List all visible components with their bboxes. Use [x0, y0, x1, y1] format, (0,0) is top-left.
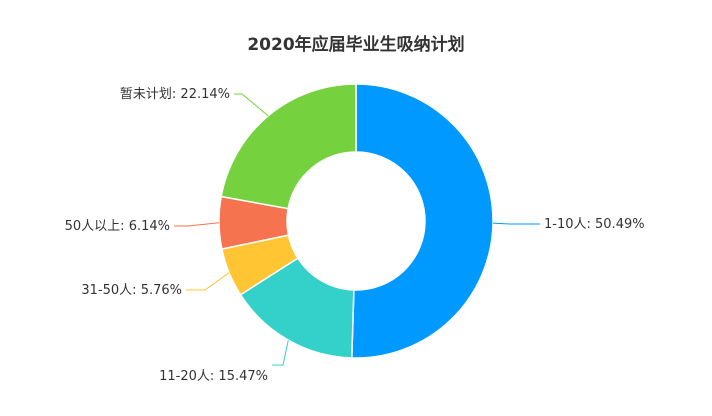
leader-line-11-20	[272, 340, 289, 366]
slice-label-50: 50人以上: 6.14%	[65, 219, 170, 234]
slice-label-11-20: 11-20人: 15.47%	[159, 369, 268, 384]
slice-label-31-50: 31-50人: 5.76%	[81, 283, 182, 298]
leader-line-50	[174, 222, 220, 227]
donut-slice-slice-5[interactable]	[220, 83, 357, 210]
leader-line-slice-5	[234, 93, 269, 117]
donut-slice-1-10[interactable]	[351, 83, 494, 359]
slice-label-1-10: 1-10人: 50.49%	[544, 217, 645, 232]
leader-line-31-50	[186, 272, 230, 291]
chart-title: 2020年应届毕业生吸纳计划	[247, 35, 465, 55]
leader-line-1-10	[492, 222, 540, 225]
slice-label-slice-5: 暂未计划: 22.14%	[120, 87, 230, 102]
